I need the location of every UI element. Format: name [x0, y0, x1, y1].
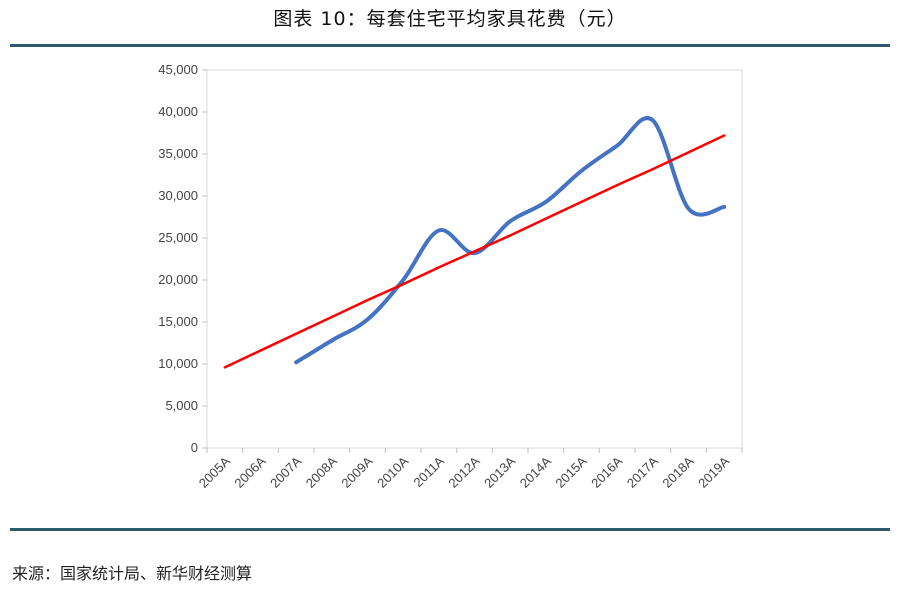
y-tick-label: 25,000: [158, 230, 198, 245]
x-tick-label: 2017A: [624, 453, 661, 490]
x-tick-label: 2016A: [588, 453, 625, 490]
y-tick-label: 5,000: [165, 398, 198, 413]
x-tick-label: 2010A: [374, 453, 411, 490]
x-tick-label: 2018A: [659, 453, 696, 490]
x-tick-label: 2012A: [445, 453, 482, 490]
top-divider: [10, 44, 890, 47]
x-tick-label: 2008A: [303, 453, 340, 490]
y-tick-label: 20,000: [158, 272, 198, 287]
plot-area: [206, 69, 743, 449]
y-tick-label: 45,000: [158, 62, 198, 77]
x-tick-label: 2006A: [231, 453, 268, 490]
x-tick-label: 2019A: [695, 453, 732, 490]
x-tick-label: 2009A: [338, 453, 375, 490]
source-note: 来源：国家统计局、新华财经测算: [12, 564, 253, 583]
x-tick-label: 2005A: [196, 453, 233, 490]
chart-title: 图表 10：每套住宅平均家具花费（元）: [273, 8, 627, 30]
y-tick-label: 35,000: [158, 146, 198, 161]
y-tick-label: 15,000: [158, 314, 198, 329]
y-tick-label: 10,000: [158, 356, 198, 371]
y-tick-label: 30,000: [158, 188, 198, 203]
x-tick-label: 2007A: [267, 453, 304, 490]
x-tick-label: 2015A: [552, 453, 589, 490]
x-tick-label: 2011A: [410, 453, 447, 490]
trendline-series: [223, 134, 726, 369]
x-tick-label: 2014A: [517, 453, 554, 490]
x-tick-label: 2013A: [481, 453, 518, 490]
series-group: [223, 116, 727, 369]
y-axis: 0 5,000 10,000 15,000 20,000 25,000 30,000 35,0…: [158, 62, 207, 455]
furniture-spending-line: [294, 116, 727, 365]
y-tick-label: 40,000: [158, 104, 198, 119]
bottom-divider: [10, 528, 890, 531]
y-tick-label: 0: [191, 440, 198, 455]
